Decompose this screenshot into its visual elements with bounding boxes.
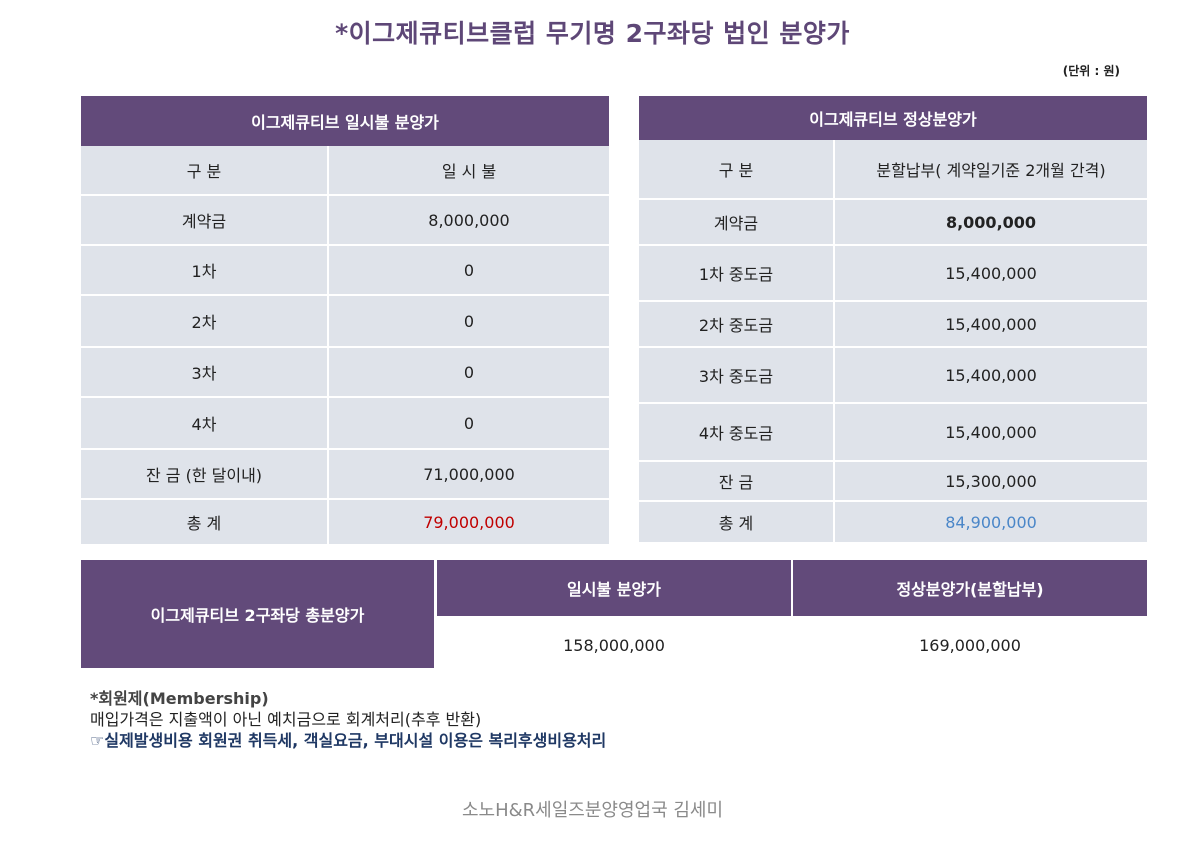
row-value: 8,000,000 [835,200,1147,246]
table-row: 잔 금 15,300,000 [639,462,1147,502]
column-header-category: 구 분 [639,140,835,200]
unit-label: (단위 : 원) [1062,64,1120,78]
summary-value-regular: 169,000,000 [919,635,1021,655]
row-value: 0 [329,296,609,348]
note-membership: *회원제(Membership) [90,689,269,708]
row-value: 15,400,000 [835,246,1147,302]
notes: *회원제(Membership) 매입가격은 지출액이 아닌 예치금으로 회계처… [90,688,606,751]
lump-sum-total-value: 79,000,000 [329,500,609,546]
row-value: 15,400,000 [835,302,1147,348]
row-label: 총 계 [639,502,835,544]
page-title: *이그제큐티브클럽 무기명 2구좌당 법인 분양가 [335,19,850,48]
row-label: 3차 [81,348,329,398]
row-value: 71,000,000 [329,450,609,500]
row-label: 1차 중도금 [639,246,835,302]
regular-price-table-header: 이그제큐티브 정상분양가 [639,96,1147,140]
row-label: 잔 금 (한 달이내) [81,450,329,500]
table-row: 2차 중도금 15,400,000 [639,302,1147,348]
row-value: 15,300,000 [835,462,1147,502]
table-row-total: 총 계 79,000,000 [81,500,609,546]
table-row: 계약금 8,000,000 [639,200,1147,246]
lump-sum-table-header: 이그제큐티브 일시불 분양가 [81,96,609,146]
row-label: 4차 중도금 [639,404,835,462]
regular-total-value: 84,900,000 [835,502,1147,544]
row-label: 4차 [81,398,329,450]
table-row-total: 총 계 84,900,000 [639,502,1147,544]
table-row: 4차 중도금 15,400,000 [639,404,1147,462]
table-row: 3차 중도금 15,400,000 [639,348,1147,404]
row-label: 계약금 [81,196,329,246]
column-header-installment: 분할납부( 계약일기준 2개월 간격) [835,140,1147,200]
lump-sum-table: 이그제큐티브 일시불 분양가 구 분 일 시 불 계약금 8,000,000 1… [81,96,609,546]
row-value: 0 [329,246,609,296]
column-header-lump-sum: 일 시 불 [329,146,609,196]
table-row: 잔 금 (한 달이내) 71,000,000 [81,450,609,500]
table-row: 2차 0 [81,296,609,348]
row-value: 15,400,000 [835,404,1147,462]
column-header-category: 구 분 [81,146,329,196]
table-row: 1차 중도금 15,400,000 [639,246,1147,302]
table-row: 4차 0 [81,398,609,450]
row-value: 0 [329,348,609,398]
row-label: 3차 중도금 [639,348,835,404]
row-value: 8,000,000 [329,196,609,246]
summary-value-lump-sum: 158,000,000 [563,635,665,655]
note-accounting: 매입가격은 지출액이 아닌 예치금으로 회계처리(추후 반환) [90,710,482,729]
table-row: 1차 0 [81,246,609,296]
table-row: 3차 0 [81,348,609,398]
row-label: 잔 금 [639,462,835,502]
row-value: 0 [329,398,609,450]
summary-header-lump-sum: 일시불 분양가 [437,560,791,616]
regular-price-table: 이그제큐티브 정상분양가 구 분 분할납부( 계약일기준 2개월 간격) 계약금… [639,96,1147,544]
row-label: 2차 중도금 [639,302,835,348]
note-actual-costs: ☞실제발생비용 회원권 취득세, 객실요금, 부대시설 이용은 복리후생비용처리 [90,731,607,750]
row-label: 1차 [81,246,329,296]
row-label: 총 계 [81,500,329,546]
row-label: 계약금 [639,200,835,246]
row-value: 15,400,000 [835,348,1147,404]
footer-credit: 소노H&R세일즈분양영업국 김세미 [461,800,724,821]
summary-header-regular: 정상분양가(분할납부) [793,560,1147,616]
total-price-label: 이그제큐티브 2구좌당 총분양가 [81,560,434,668]
table-row: 계약금 8,000,000 [81,196,609,246]
row-label: 2차 [81,296,329,348]
